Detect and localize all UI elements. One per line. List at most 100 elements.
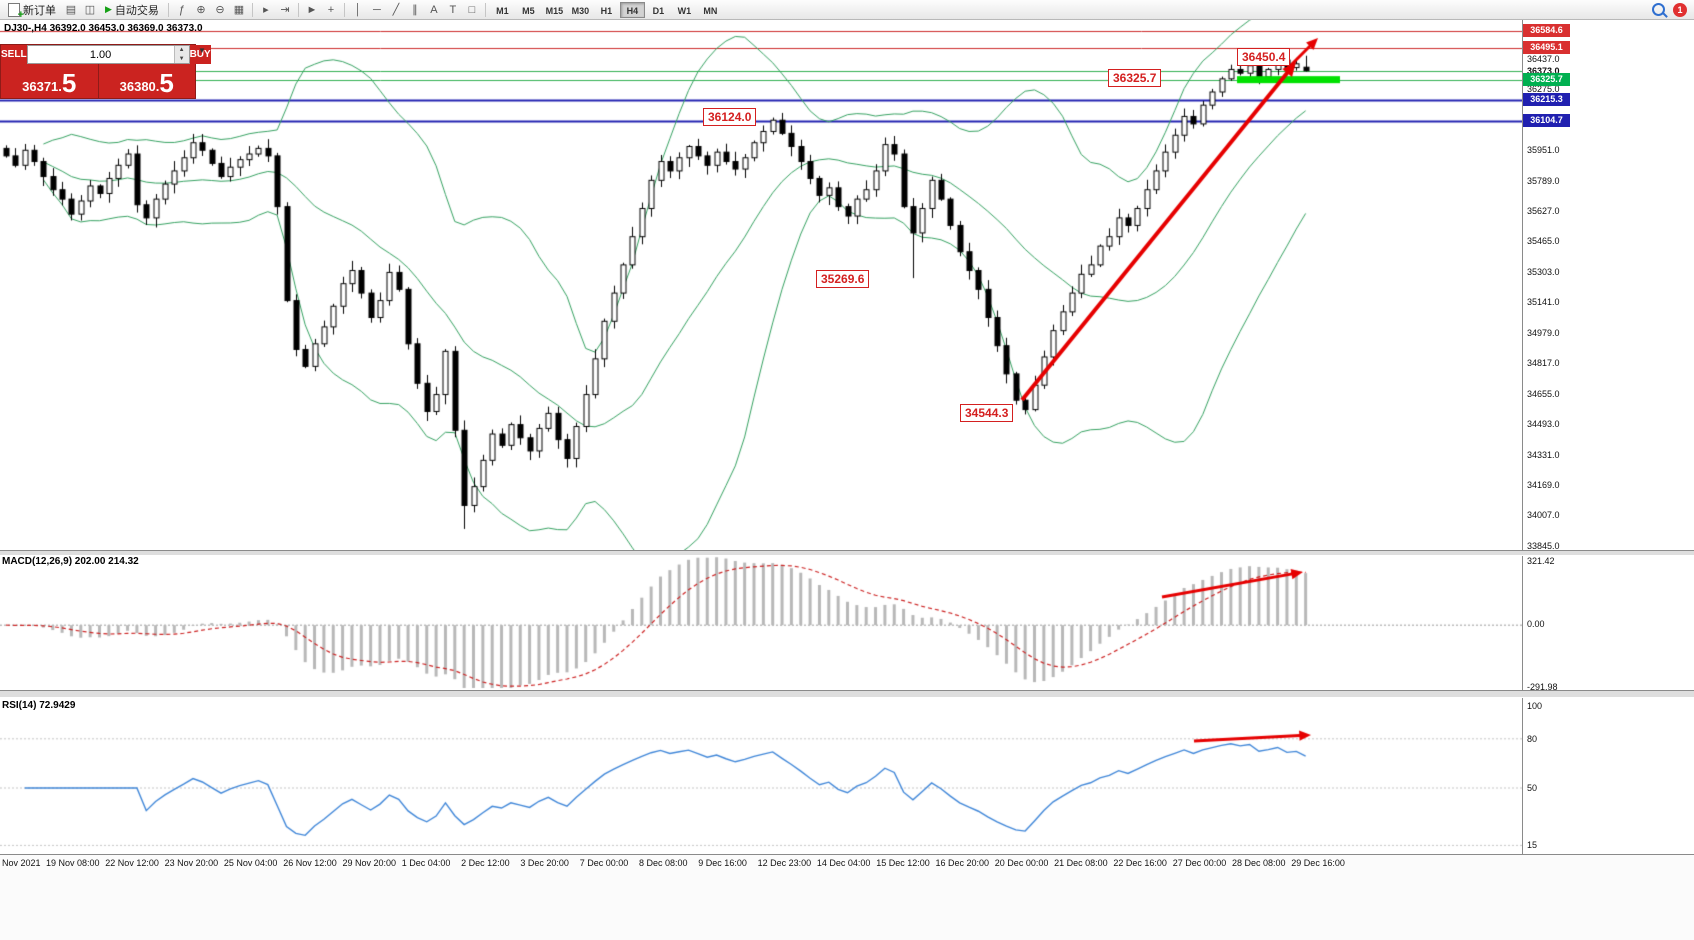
indicators-icon[interactable]: ƒ [178, 3, 185, 16]
timeframe-button-h4[interactable]: H4 [619, 1, 645, 18]
time-axis-label: 1 Dec 04:00 [401, 858, 451, 868]
indicator-axis-label: -291.98 [1527, 682, 1558, 692]
price-axis-label: 36275.0 [1527, 84, 1560, 95]
indicator-axis-label: 50 [1527, 783, 1538, 793]
buy-price[interactable]: 36380. 5 [99, 64, 196, 98]
vertical-line-icon[interactable]: │ [354, 3, 362, 16]
timeframe-button-d1[interactable]: D1 [646, 2, 671, 18]
time-axis[interactable] [0, 854, 1694, 940]
time-axis-label: 20 Dec 00:00 [994, 858, 1049, 868]
trendline-icon[interactable]: ╱ [392, 3, 400, 16]
cursor-icon[interactable]: ► [306, 3, 318, 16]
profiles-icon[interactable]: ◫ [84, 3, 96, 16]
price-axis-label: 34493.0 [1527, 419, 1560, 430]
rsi-label: RSI(14) 72.9429 [2, 700, 76, 711]
price-axis-label: 35141.0 [1527, 297, 1560, 308]
one-click-trade-panel: SELL ▲ ▼ BUY 36371.5 36380.5 [0, 44, 211, 99]
crosshair-icon[interactable]: + [327, 3, 335, 16]
timeframe-button-m5[interactable]: M5 [516, 2, 541, 18]
toolbar-right-group: 1 [1652, 2, 1691, 17]
notification-badge[interactable]: 1 [1673, 2, 1687, 17]
timeframe-button-m1[interactable]: M1 [490, 2, 515, 18]
indicator-axis-label: 100 [1527, 701, 1543, 711]
pane-separator-rsi[interactable] [0, 690, 1694, 698]
price-tag: 36325.7 [1523, 72, 1570, 86]
volume-input[interactable] [27, 46, 174, 63]
timeframe-button-w1[interactable]: W1 [672, 2, 697, 18]
price-axis-label: 35951.0 [1527, 145, 1560, 156]
timeframe-group: M1 M5 M15 M30 H1 H4 D1 W1 MN [490, 1, 723, 18]
price-axis-label: 34979.0 [1527, 327, 1560, 338]
price-tag: 36584.6 [1523, 24, 1570, 37]
trade-panel-collapse-button[interactable]: ▼ [198, 46, 206, 55]
price-axis-current-label: 36373.0 [1527, 65, 1560, 76]
time-axis-label: 9 Dec 16:00 [698, 858, 747, 868]
time-axis-label: 26 Nov 12:00 [283, 858, 337, 868]
new-order-label: 新订单 [23, 4, 56, 17]
auto-trading-icon: ▶ [105, 4, 112, 14]
price-axis-label: 34007.0 [1527, 510, 1560, 521]
shapes-icon[interactable]: □ [468, 3, 476, 16]
chart-title: DJ30-,H4 36392.0 36453.0 36369.0 36373.0 [4, 23, 203, 34]
sell-button[interactable]: SELL [1, 45, 27, 64]
new-order-button[interactable]: 新订单 [3, 1, 61, 21]
channel-icon[interactable]: ∥ [412, 3, 418, 16]
auto-trading-button[interactable]: ▶ 自动交易 [100, 1, 164, 19]
price-axis-label: 34817.0 [1527, 358, 1560, 369]
time-axis-label: 27 Dec 00:00 [1172, 858, 1227, 868]
price-axis[interactable] [1522, 20, 1694, 854]
search-icon[interactable] [1652, 3, 1665, 16]
sell-price-pips: 5 [61, 68, 77, 98]
new-order-icon [8, 2, 24, 21]
timeframe-button-m15[interactable]: M15 [542, 2, 567, 18]
timeframe-button-h1[interactable]: H1 [594, 2, 619, 18]
charts-grid-icon[interactable]: ▤ [65, 3, 77, 16]
sell-price[interactable]: 36371. 5 [1, 64, 98, 98]
time-axis-label: 8 Dec 08:00 [639, 858, 688, 868]
pane-separator-macd[interactable] [0, 550, 1694, 556]
text-icon[interactable]: A [430, 3, 438, 16]
zoom-in-icon[interactable]: ⊕ [196, 3, 206, 16]
price-annotation[interactable]: 34544.3 [960, 404, 1014, 422]
price-annotation[interactable]: 36124.0 [703, 108, 757, 126]
time-axis-label: 15 Dec 12:00 [876, 858, 930, 868]
price-annotation[interactable]: 36450.4 [1237, 48, 1291, 66]
time-axis-label: 25 Nov 04:00 [223, 858, 278, 868]
time-axis-label: 22 Dec 16:00 [1113, 858, 1167, 868]
volume-decrease-button[interactable]: ▼ [174, 54, 189, 63]
price-axis-label: 34169.0 [1527, 479, 1560, 490]
chart-shift-icon[interactable]: ⇥ [280, 3, 290, 16]
price-divider [97, 64, 99, 98]
time-axis-label: 19 Nov 08:00 [46, 858, 100, 868]
price-annotation[interactable]: 35269.6 [816, 270, 870, 288]
zoom-out-icon[interactable]: ⊖ [215, 3, 225, 16]
price-axis-label: 35303.0 [1527, 266, 1560, 277]
tile-windows-icon[interactable]: ▦ [233, 3, 245, 16]
price-annotation[interactable]: 36325.7 [1108, 69, 1162, 87]
time-axis-label: 29 Dec 16:00 [1291, 858, 1345, 868]
price-axis-label: 35465.0 [1527, 236, 1560, 247]
toolbar-separator [297, 2, 299, 17]
time-axis-label: 3 Dec 20:00 [520, 858, 569, 868]
volume-increase-button[interactable]: ▲ [174, 46, 189, 55]
timeframe-button-m30[interactable]: M30 [568, 2, 593, 18]
indicator-axis-label: 0.00 [1527, 619, 1545, 630]
price-tag: 36495.1 [1523, 40, 1570, 54]
volume-box: ▲ ▼ [26, 45, 190, 64]
price-axis-label: 35789.0 [1527, 175, 1560, 186]
horizontal-line-icon[interactable]: ─ [373, 3, 381, 16]
time-axis-label: 23 Nov 20:00 [164, 858, 219, 868]
buy-button[interactable]: BUY [189, 45, 211, 64]
time-axis-label: 2 Dec 12:00 [461, 858, 510, 868]
auto-scroll-icon[interactable]: ▸ [263, 3, 269, 16]
toolbar-separator [251, 2, 253, 17]
timeframe-button-mn[interactable]: MN [698, 2, 723, 18]
time-axis-label: 21 Dec 08:00 [1054, 858, 1108, 868]
top-toolbar: 新订单 ▤ ◫ ▶ 自动交易 ƒ ⊕ ⊖ ▦ ▸ ⇥ ► + │ ─ ╱ ∥ A… [0, 0, 1694, 21]
time-axis-label: Nov 2021 [2, 858, 41, 868]
time-axis-label: 7 Dec 00:00 [579, 858, 629, 868]
label-icon[interactable]: T [449, 3, 457, 16]
